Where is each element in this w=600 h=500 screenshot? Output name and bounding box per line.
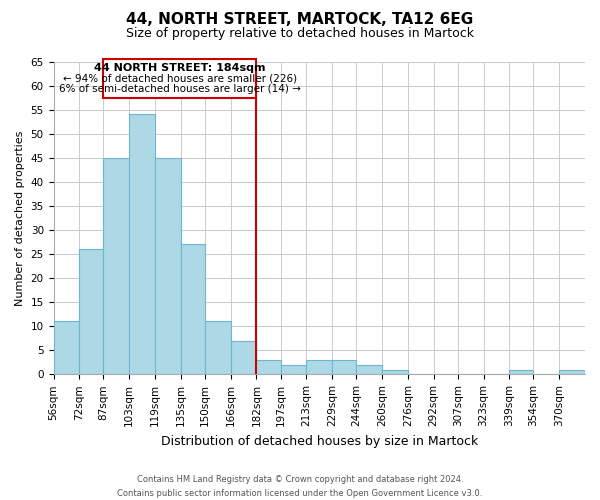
Bar bbox=[103, 59, 256, 98]
Bar bbox=[332, 360, 356, 374]
Bar bbox=[382, 370, 408, 374]
Bar bbox=[155, 158, 181, 374]
Text: 44, NORTH STREET, MARTOCK, TA12 6EG: 44, NORTH STREET, MARTOCK, TA12 6EG bbox=[127, 12, 473, 28]
Text: ← 94% of detached houses are smaller (226): ← 94% of detached houses are smaller (22… bbox=[63, 74, 297, 84]
Y-axis label: Number of detached properties: Number of detached properties bbox=[15, 130, 25, 306]
Text: Contains HM Land Registry data © Crown copyright and database right 2024.
Contai: Contains HM Land Registry data © Crown c… bbox=[118, 476, 482, 498]
Bar bbox=[559, 370, 585, 374]
Text: 6% of semi-detached houses are larger (14) →: 6% of semi-detached houses are larger (1… bbox=[59, 84, 301, 94]
Bar bbox=[356, 364, 382, 374]
Bar bbox=[181, 244, 205, 374]
X-axis label: Distribution of detached houses by size in Martock: Distribution of detached houses by size … bbox=[161, 434, 478, 448]
Bar bbox=[256, 360, 281, 374]
Bar bbox=[53, 322, 79, 374]
Text: 44 NORTH STREET: 184sqm: 44 NORTH STREET: 184sqm bbox=[94, 63, 266, 73]
Bar bbox=[281, 364, 307, 374]
Text: Size of property relative to detached houses in Martock: Size of property relative to detached ho… bbox=[126, 28, 474, 40]
Bar bbox=[230, 340, 256, 374]
Bar bbox=[129, 114, 155, 374]
Bar bbox=[509, 370, 533, 374]
Bar bbox=[79, 249, 103, 374]
Bar bbox=[307, 360, 332, 374]
Bar bbox=[103, 158, 129, 374]
Bar bbox=[205, 322, 230, 374]
